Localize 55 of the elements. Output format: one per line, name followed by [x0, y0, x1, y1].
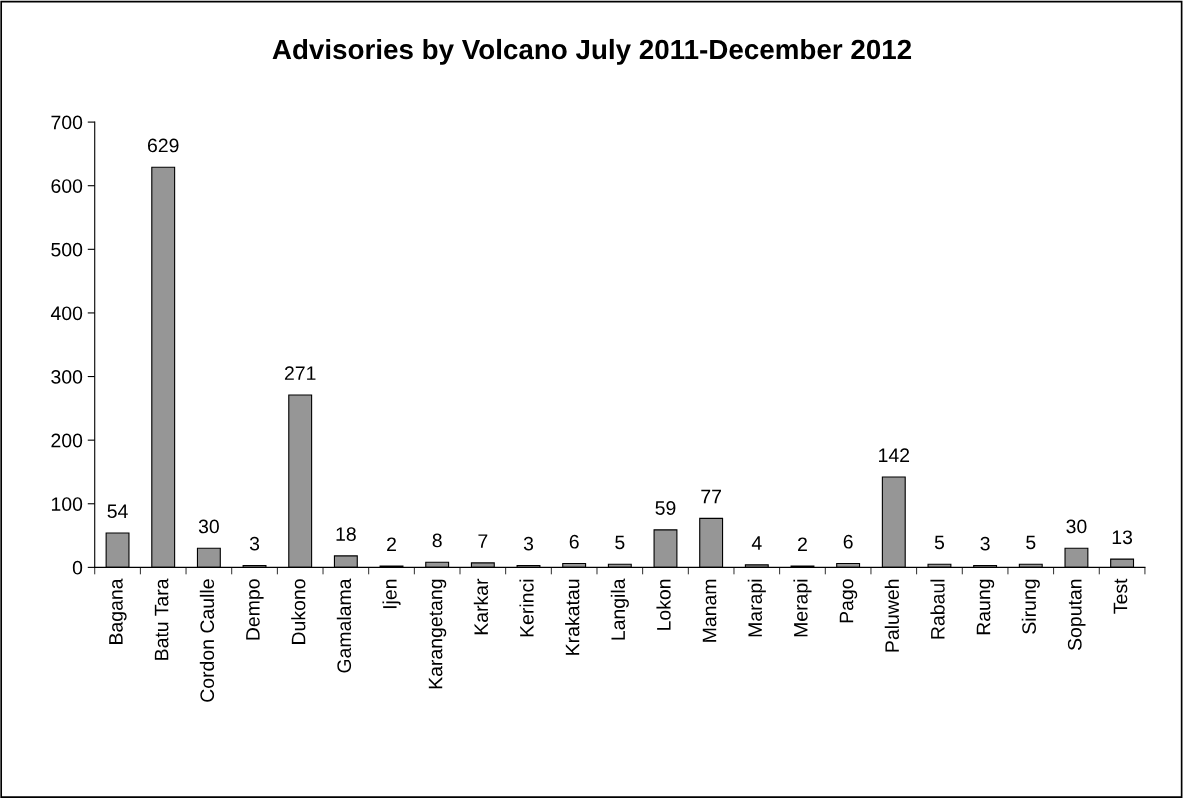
data-label: 30	[1066, 519, 1087, 534]
data-label: 2	[798, 537, 807, 551]
data-label: 3	[523, 536, 534, 551]
x-tick-label: Manam	[702, 579, 717, 642]
data-label: 59	[655, 501, 676, 515]
y-tick-label: 700	[51, 115, 83, 130]
x-tick-label: Merapi	[793, 579, 812, 637]
data-label: 13	[1112, 530, 1133, 545]
x-tick-label: Ijen	[382, 579, 401, 609]
x-tick-label: Bagana	[109, 578, 127, 644]
data-label: 7	[478, 534, 488, 548]
data-label: 3	[980, 536, 990, 551]
data-label: 54	[107, 504, 128, 519]
data-label: 5	[934, 535, 945, 550]
data-label: 6	[569, 534, 579, 549]
x-tick-label: Batu Tara	[154, 578, 169, 660]
y-tick-label: 400	[50, 306, 83, 321]
data-label: 629	[147, 138, 179, 153]
x-tick-label: Karkar	[473, 578, 489, 635]
x-tick-label: Langila	[610, 578, 629, 640]
data-label: 5	[615, 535, 625, 550]
data-label: 271	[284, 366, 316, 380]
y-tick-label: 500	[51, 242, 83, 257]
x-tick-label: Marapi	[747, 579, 766, 637]
y-tick-label: 100	[51, 497, 83, 511]
x-tick-label: Dukono	[291, 579, 306, 644]
x-tick-label: Pago	[839, 579, 858, 623]
data-label: 3	[249, 536, 260, 551]
y-tick-label: 300	[51, 370, 83, 384]
data-label: 77	[701, 489, 721, 504]
data-label: 5	[1026, 535, 1036, 550]
data-label: 30	[198, 519, 219, 534]
data-label: 142	[879, 448, 910, 462]
x-tick-label: Dempo	[246, 579, 264, 640]
x-tick-label: Karangetang	[428, 579, 447, 689]
data-label: 4	[751, 536, 762, 550]
data-label: 18	[336, 527, 356, 541]
x-tick-label: Soputan	[1067, 579, 1086, 651]
chart-title: Advisories by Volcano July 2011-December 2012	[272, 38, 912, 65]
data-label: 6	[843, 534, 853, 549]
x-tick-label: Cordon Caulle	[199, 579, 215, 702]
x-tick-label: Test	[1113, 578, 1128, 614]
data-label: 8	[432, 533, 442, 548]
y-tick-label: 600	[51, 179, 83, 193]
data-label: 2	[387, 537, 396, 551]
x-tick-label: Krakatau	[565, 579, 580, 655]
x-tick-label: Gamalama	[336, 578, 352, 673]
y-tick-label: 0	[72, 560, 83, 575]
x-tick-label: Lokon	[656, 579, 671, 630]
x-tick-label: Paluweh	[884, 579, 900, 652]
x-tick-label: Kerinci	[519, 579, 534, 637]
y-tick-label: 200	[51, 433, 83, 448]
x-tick-label: Raung	[976, 579, 995, 635]
x-tick-label: Rabaul	[930, 579, 945, 639]
x-tick-label: Sirung	[1021, 579, 1040, 634]
